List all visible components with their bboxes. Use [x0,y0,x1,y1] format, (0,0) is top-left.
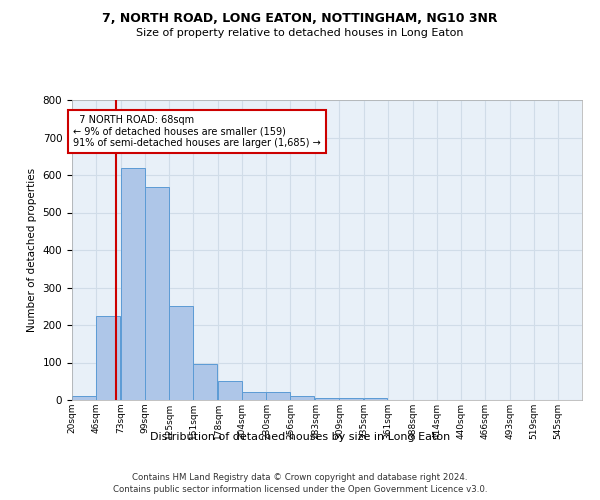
Y-axis label: Number of detached properties: Number of detached properties [27,168,37,332]
Text: Contains public sector information licensed under the Open Government Licence v3: Contains public sector information licen… [113,485,487,494]
Bar [290,396,314,400]
Text: Contains HM Land Registry data © Crown copyright and database right 2024.: Contains HM Land Registry data © Crown c… [132,472,468,482]
Bar [218,381,242,400]
Text: Size of property relative to detached houses in Long Eaton: Size of property relative to detached ho… [136,28,464,38]
Text: Distribution of detached houses by size in Long Eaton: Distribution of detached houses by size … [150,432,450,442]
Bar [72,396,95,400]
Bar [193,364,217,400]
Bar [169,306,193,400]
Bar [242,392,266,400]
Bar [316,398,339,400]
Bar [340,398,363,400]
Bar [96,316,119,400]
Text: 7, NORTH ROAD, LONG EATON, NOTTINGHAM, NG10 3NR: 7, NORTH ROAD, LONG EATON, NOTTINGHAM, N… [102,12,498,26]
Text: 7 NORTH ROAD: 68sqm
← 9% of detached houses are smaller (159)
91% of semi-detach: 7 NORTH ROAD: 68sqm ← 9% of detached hou… [73,115,320,148]
Bar [266,392,290,400]
Bar [145,187,169,400]
Bar [364,398,387,400]
Bar [121,168,145,400]
